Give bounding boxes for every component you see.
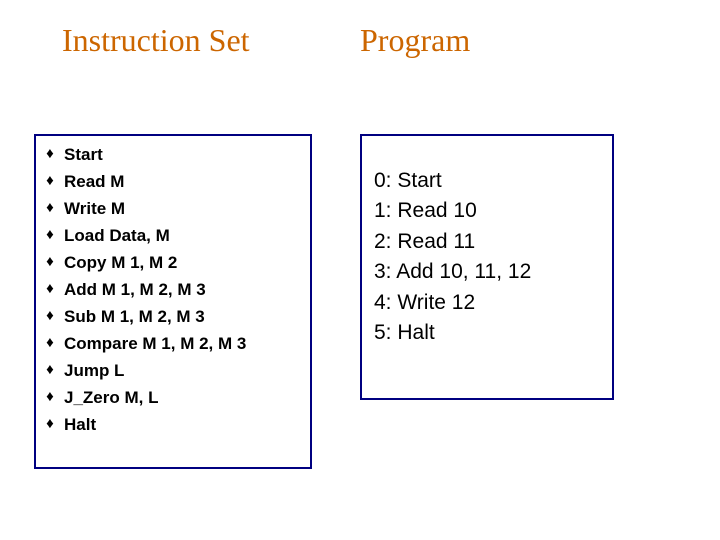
list-item: ♦ Start [36, 146, 302, 163]
instruction-label: J_Zero M, L [64, 389, 158, 406]
diamond-bullet-icon: ♦ [36, 389, 64, 404]
instruction-label: Sub M 1, M 2, M 3 [64, 308, 205, 325]
program-line: 4: Write 12 [374, 288, 602, 318]
instruction-label: Compare M 1, M 2, M 3 [64, 335, 246, 352]
instruction-label: Read M [64, 173, 124, 190]
program-panel: 0: Start 1: Read 10 2: Read 11 3: Add 10… [360, 134, 614, 400]
program-line: 3: Add 10, 11, 12 [374, 257, 602, 287]
diamond-bullet-icon: ♦ [36, 200, 64, 215]
program-line: 1: Read 10 [374, 196, 602, 226]
diamond-bullet-icon: ♦ [36, 146, 64, 161]
list-item: ♦ Compare M 1, M 2, M 3 [36, 335, 302, 352]
instruction-label: Copy M 1, M 2 [64, 254, 177, 271]
instruction-label: Halt [64, 416, 96, 433]
program-line: 0: Start [374, 166, 602, 196]
list-item: ♦ Add M 1, M 2, M 3 [36, 281, 302, 298]
diamond-bullet-icon: ♦ [36, 362, 64, 377]
diamond-bullet-icon: ♦ [36, 254, 64, 269]
program-line: 5: Halt [374, 318, 602, 348]
list-item: ♦ Write M [36, 200, 302, 217]
list-item: ♦ Halt [36, 416, 302, 433]
list-item: ♦ J_Zero M, L [36, 389, 302, 406]
slide: Instruction Set Program ♦ Start ♦ Read M… [0, 0, 720, 540]
heading-program: Program [360, 22, 470, 59]
list-item: ♦ Copy M 1, M 2 [36, 254, 302, 271]
list-item: ♦ Jump L [36, 362, 302, 379]
diamond-bullet-icon: ♦ [36, 173, 64, 188]
heading-instruction-set: Instruction Set [62, 22, 250, 59]
diamond-bullet-icon: ♦ [36, 335, 64, 350]
instruction-label: Jump L [64, 362, 124, 379]
program-line: 2: Read 11 [374, 227, 602, 257]
diamond-bullet-icon: ♦ [36, 308, 64, 323]
instruction-set-panel: ♦ Start ♦ Read M ♦ Write M ♦ Load Data, … [34, 134, 312, 469]
diamond-bullet-icon: ♦ [36, 227, 64, 242]
instruction-label: Write M [64, 200, 125, 217]
instruction-label: Start [64, 146, 103, 163]
diamond-bullet-icon: ♦ [36, 281, 64, 296]
instruction-label: Add M 1, M 2, M 3 [64, 281, 206, 298]
instruction-label: Load Data, M [64, 227, 170, 244]
list-item: ♦ Read M [36, 173, 302, 190]
list-item: ♦ Load Data, M [36, 227, 302, 244]
list-item: ♦ Sub M 1, M 2, M 3 [36, 308, 302, 325]
diamond-bullet-icon: ♦ [36, 416, 64, 431]
